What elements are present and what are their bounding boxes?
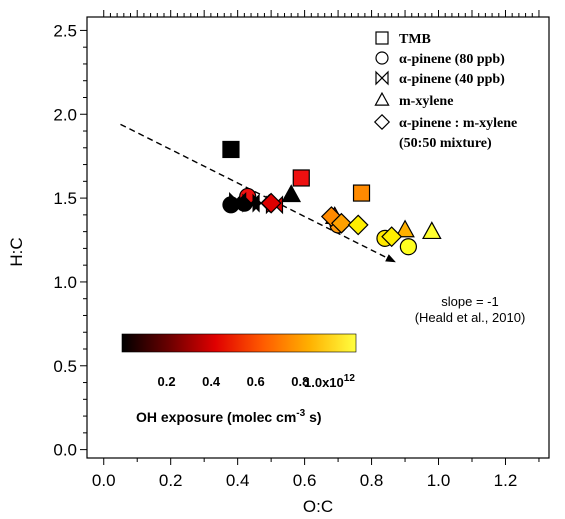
y-tick-label: 1.0 (53, 273, 77, 292)
colorbar: 0.2 0.4 0.6 0.8 1.0x1012 OH exposure (molec… (121, 333, 357, 425)
x-axis-title: O:C (303, 497, 333, 516)
x-tick-label: 0.4 (226, 471, 250, 490)
x-tick-label: 0.2 (159, 471, 183, 490)
data-point-triangle (281, 184, 302, 203)
legend: TMB α-pinene (80 ppb) α-pinene (40 ppb) … (373, 31, 517, 151)
data-point-triangle (395, 219, 415, 238)
x-tick-label: 0.6 (293, 471, 317, 490)
colorbar-label-last: 1.0x1012 (304, 373, 355, 390)
y-axis-title: H:C (7, 237, 26, 266)
slope-annotation: slope = -1 (441, 294, 498, 309)
y-axis: 0.0 0.5 1.0 1.5 2.0 2.5 (53, 21, 87, 460)
data-point-diamond (260, 192, 282, 214)
data-point-square (292, 169, 310, 187)
data-points (222, 140, 442, 256)
data-point-bowtie (229, 192, 247, 211)
legend-label-mixture-extra: (50:50 mixture) (399, 136, 492, 151)
data-point-triangle (422, 221, 442, 240)
x-tick-label: 1.2 (494, 471, 518, 490)
legend-symbol-triangle (374, 91, 390, 106)
colorbar-gradient (121, 333, 357, 353)
x-tick-label: 0.8 (360, 471, 384, 490)
legend-label-mxylene: m-xylene (399, 94, 453, 109)
y-tick-label: 2.0 (53, 105, 77, 124)
colorbar-tick-label: 0.4 (202, 374, 221, 389)
legend-label-apinene-80: α-pinene (80 ppb) (399, 52, 505, 67)
reference-annotation: (Heald et al., 2010) (415, 310, 526, 325)
y-tick-label: 0.0 (53, 441, 77, 460)
legend-symbol-diamond (373, 113, 391, 131)
data-point-square (222, 140, 240, 159)
data-point-diamond (330, 212, 352, 234)
top-axis-ticks (103, 10, 540, 17)
x-tick-label: 0.0 (92, 471, 116, 490)
colorbar-title: OH exposure (molec cm-3 s) (136, 408, 322, 425)
legend-symbol-square (375, 31, 389, 45)
colorbar-tick-label: 0.6 (247, 374, 265, 389)
y-tick-label: 1.5 (53, 189, 77, 208)
legend-label-apinene-40: α-pinene (40 ppb) (399, 72, 505, 87)
colorbar-tick-label: 0.2 (158, 374, 176, 389)
legend-symbol-circle (375, 51, 389, 65)
legend-symbol-bowtie (375, 70, 389, 86)
legend-label-mixture: α-pinene : m-xylene (399, 116, 517, 131)
data-point-diamond (347, 214, 369, 236)
data-point-square (352, 184, 371, 202)
x-tick-label: 1.0 (427, 471, 451, 490)
data-point-circle (399, 238, 417, 256)
x-axis: 0.0 0.2 0.4 0.6 0.8 1.0 1.2 (92, 458, 540, 490)
slope-line (120, 123, 396, 263)
data-point-diamond (381, 226, 403, 248)
y-tick-label: 0.5 (53, 357, 77, 376)
y-tick-label: 2.5 (53, 21, 77, 40)
colorbar-tick-label: 0.8 (291, 374, 309, 389)
legend-label-tmb: TMB (399, 32, 431, 47)
